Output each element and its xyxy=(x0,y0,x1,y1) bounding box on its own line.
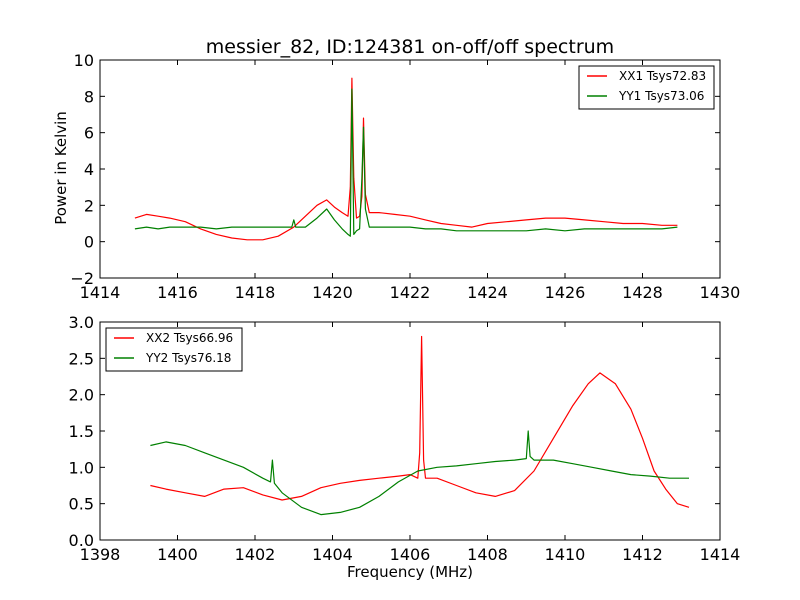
x-tick-label: 1416 xyxy=(157,283,198,302)
bottom-legend-label-yy2: YY2 Tsys76.18 xyxy=(145,351,231,365)
y-tick-label: 4 xyxy=(84,160,94,179)
x-tick-label: 1406 xyxy=(390,545,431,564)
x-tick-label: 1418 xyxy=(235,283,276,302)
y-tick-label: 0.5 xyxy=(69,495,94,514)
bottom-plot-frame xyxy=(99,321,721,541)
y-tick-label: 0.0 xyxy=(69,531,94,550)
y-tick-label: 6 xyxy=(84,124,94,143)
y-tick-label: −2 xyxy=(70,269,94,288)
y-tick-label: 2.0 xyxy=(69,386,94,405)
bottom-plot-legend-box xyxy=(105,327,243,372)
top-legend-label-xx1: XX1 Tsys72.83 xyxy=(619,69,706,83)
bottom-plot-legend: XX2 Tsys66.96 YY2 Tsys76.18 xyxy=(105,327,243,372)
top-legend-label-yy1: YY1 Tsys73.06 xyxy=(618,89,704,103)
y-tick-label: 8 xyxy=(84,87,94,106)
x-tick-label: 1412 xyxy=(622,545,663,564)
bottom-plot-lines xyxy=(150,335,690,516)
x-tick-label: 1402 xyxy=(235,545,276,564)
x-tick-label: 1398 xyxy=(80,545,121,564)
top-plot-ylabel: Power in Kelvin xyxy=(52,111,70,225)
figure-title: messier_82, ID:124381 on-off/off spectru… xyxy=(206,36,614,58)
x-tick-label: 1428 xyxy=(622,283,663,302)
bottom-plot: Frequency (MHz) 1398 1400 1402 1404 1406 1408… xyxy=(69,313,741,581)
x-tick-label: 1404 xyxy=(312,545,353,564)
x-tick-label: 1408 xyxy=(467,545,508,564)
series-line-bottom-1 xyxy=(150,430,689,516)
x-tick-label: 1426 xyxy=(545,283,586,302)
x-tick-label: 1420 xyxy=(312,283,353,302)
y-tick-label: 2 xyxy=(84,196,94,215)
top-plot-legend: XX1 Tsys72.83 YY1 Tsys73.06 xyxy=(578,65,715,110)
x-tick-label: 1424 xyxy=(467,283,508,302)
x-tick-label: 1414 xyxy=(700,545,741,564)
y-tick-label: 10 xyxy=(74,51,94,70)
top-plot-legend-box xyxy=(578,65,715,110)
x-tick-label: 1414 xyxy=(80,283,121,302)
top-plot-ticks: 1414 1416 1418 1420 1422 1424 1426 1428 1430 −2 0 2… xyxy=(70,51,740,302)
top-plot-frame xyxy=(99,59,721,279)
bottom-plot-xlabel: Frequency (MHz) xyxy=(347,563,473,581)
y-tick-label: 1.5 xyxy=(69,422,94,441)
y-tick-label: 3.0 xyxy=(69,313,94,332)
x-tick-label: 1430 xyxy=(700,283,741,302)
bottom-plot-ticks: 1398 1400 1402 1404 1406 1408 1410 1412 1414 0.0 0… xyxy=(69,313,741,564)
bottom-legend-label-xx2: XX2 Tsys66.96 xyxy=(146,331,233,345)
x-tick-label: 1410 xyxy=(545,545,586,564)
top-plot: Power in Kelvin 1414 1416 1418 1420 1422 1424… xyxy=(52,51,740,302)
x-tick-label: 1400 xyxy=(157,545,198,564)
top-plot-lines xyxy=(134,77,678,241)
series-line-top-1 xyxy=(134,88,678,237)
y-tick-label: 1.0 xyxy=(69,458,94,477)
y-tick-label: 0 xyxy=(84,233,94,252)
y-tick-label: 2.5 xyxy=(69,349,94,368)
series-line-bottom-0 xyxy=(150,335,690,508)
x-tick-label: 1422 xyxy=(390,283,431,302)
